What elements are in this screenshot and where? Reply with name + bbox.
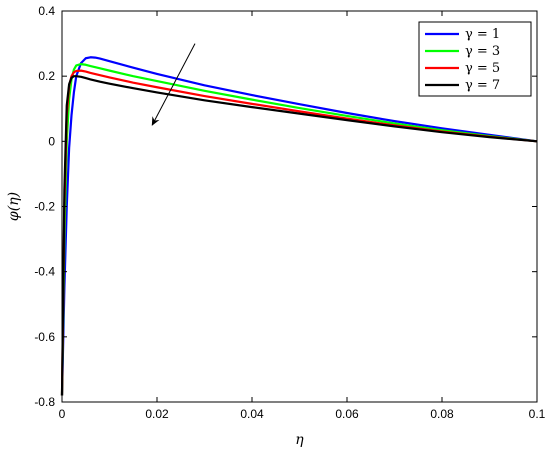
x-tick-label: 0.1 xyxy=(529,407,546,421)
y-tick-label: -0.2 xyxy=(34,200,55,214)
series-line-2 xyxy=(60,63,538,396)
series-line-3 xyxy=(60,69,538,396)
legend-label-3: γ = 5 xyxy=(465,61,500,76)
x-tick-label: 0.06 xyxy=(335,407,359,421)
y-axis-label: φ(η) xyxy=(6,192,22,221)
x-tick-label: 0.04 xyxy=(240,407,264,421)
legend: γ = 1 γ = 3 γ = 5 γ = 7 xyxy=(418,21,532,97)
series-line-4 xyxy=(60,75,538,396)
y-tick-label: 0.4 xyxy=(38,4,55,18)
legend-label-2: γ = 3 xyxy=(465,44,500,59)
y-tick-label: -0.6 xyxy=(34,330,55,344)
x-tick-label: 0 xyxy=(59,407,66,421)
annotation xyxy=(151,43,196,126)
legend-label-4: γ = 7 xyxy=(465,78,500,93)
axis-ticks: 0 0.02 0.04 0.06 0.08 0.1 -0.8 -0.6 -0.4 -0.2 0 0.2… xyxy=(34,4,545,421)
y-tick-label: 0.2 xyxy=(38,69,55,83)
series-lines xyxy=(60,56,538,396)
x-tick-label: 0.02 xyxy=(145,407,169,421)
series-line-1 xyxy=(60,56,538,396)
y-tick-label: -0.4 xyxy=(34,265,55,279)
x-axis-label: η xyxy=(295,432,304,448)
y-tick-label: -0.8 xyxy=(34,395,55,409)
x-tick-label: 0.08 xyxy=(430,407,454,421)
y-tick-label: 0 xyxy=(48,134,55,148)
legend-label-1: γ = 1 xyxy=(465,27,500,42)
trend-arrow xyxy=(151,43,196,126)
